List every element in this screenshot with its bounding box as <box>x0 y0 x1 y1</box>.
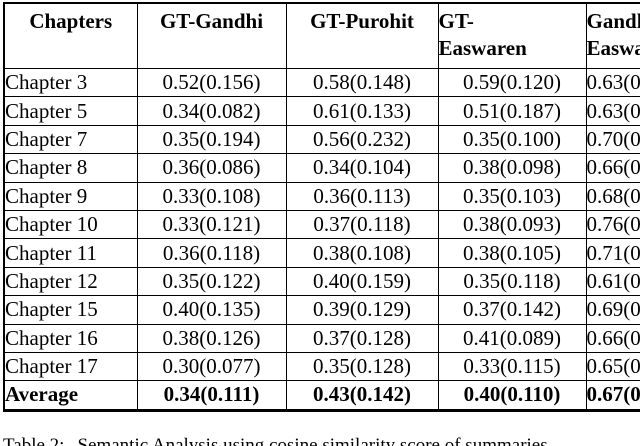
value-cell: 0.68(0 <box>585 181 640 211</box>
table-row: Chapter 17 0.30(0.077) 0.35(0.128) 0.33(0.1… <box>3 351 640 382</box>
value-cell: 0.66(0 <box>585 323 640 353</box>
table-caption: Table 2: Semantic Analysis using cosine s… <box>3 434 548 446</box>
table-row: Chapter 10 0.33(0.121) 0.37(0.118) 0.38(0.0… <box>3 209 640 240</box>
value-cell: 0.69(0 <box>585 295 640 325</box>
chapter-cell: Chapter 9 <box>3 181 138 211</box>
value-cell: 0.65(0 <box>585 351 640 382</box>
header-line: Easwaren <box>586 36 640 60</box>
chapter-cell: Chapter 5 <box>3 96 138 126</box>
value-cell: 0.37(0.118) <box>285 209 439 240</box>
value-cell: 0.76(0 <box>585 209 640 240</box>
value-cell: 0.33(0.108) <box>136 181 287 211</box>
chapter-cell: Chapter 15 <box>3 295 138 325</box>
caption-text: Semantic Analysis using cosine similarit… <box>77 435 548 446</box>
value-cell: 0.71(0 <box>585 238 640 268</box>
value-cell: 0.33(0.121) <box>136 209 287 240</box>
chapter-cell: Chapter 7 <box>3 124 138 155</box>
table-row: Chapter 16 0.38(0.126) 0.37(0.128) 0.41(0.0… <box>3 323 640 353</box>
value-cell: 0.36(0.118) <box>136 238 287 268</box>
chapter-cell: Chapter 12 <box>3 266 138 297</box>
table-row: Chapter 5 0.34(0.082) 0.61(0.133) 0.51(0.18… <box>3 96 640 126</box>
value-cell: 0.36(0.113) <box>285 181 439 211</box>
table-row: Chapter 9 0.33(0.108) 0.36(0.113) 0.35(0.10… <box>3 181 640 211</box>
value-cell: 0.63(0 <box>585 67 640 98</box>
table-row: Chapter 8 0.36(0.086) 0.34(0.104) 0.38(0.09… <box>3 153 640 183</box>
chapter-cell: Average <box>3 380 138 411</box>
value-cell: 0.38(0.126) <box>136 323 287 353</box>
header-cell-gt-easwaren: GT- Easwaren <box>437 2 587 69</box>
chapter-cell: Chapter 11 <box>3 238 138 268</box>
value-cell: 0.67(0 <box>585 380 640 411</box>
value-cell: 0.58(0.148) <box>285 67 439 98</box>
value-cell: 0.35(0.194) <box>136 124 287 155</box>
table-row: Chapter 3 0.52(0.156) 0.58(0.148) 0.59(0.12… <box>3 67 640 98</box>
value-cell: 0.70(0 <box>585 124 640 155</box>
value-cell: 0.52(0.156) <box>136 67 287 98</box>
table-header-row: Chapters GT-Gandhi GT-Purohit GT- Easwaren Ga… <box>3 2 640 69</box>
chapter-cell: Chapter 16 <box>3 323 138 353</box>
chapter-cell: Chapter 3 <box>3 67 138 98</box>
value-cell: 0.41(0.089) <box>437 323 587 353</box>
value-cell: 0.36(0.086) <box>136 153 287 183</box>
value-cell: 0.34(0.111) <box>136 380 287 411</box>
value-cell: 0.38(0.098) <box>437 153 587 183</box>
value-cell: 0.33(0.115) <box>437 351 587 382</box>
table-row: Average 0.34(0.111) 0.43(0.142) 0.40(0.110)… <box>3 380 640 411</box>
value-cell: 0.40(0.135) <box>136 295 287 325</box>
value-cell: 0.61(0 <box>585 266 640 297</box>
header-cell-gandhi-easwaren: Gandhi- Easwaren <box>585 2 640 69</box>
value-cell: 0.59(0.120) <box>437 67 587 98</box>
value-cell: 0.38(0.105) <box>437 238 587 268</box>
header-line: GT-Gandhi <box>159 9 264 33</box>
header-line: Gandhi- <box>586 9 640 33</box>
value-cell: 0.34(0.082) <box>136 96 287 126</box>
table-row: Chapter 15 0.40(0.135) 0.39(0.129) 0.37(0.1… <box>3 295 640 325</box>
similarity-table: Chapters GT-Gandhi GT-Purohit GT- Easwaren Ga… <box>3 2 640 412</box>
value-cell: 0.40(0.159) <box>285 266 439 297</box>
header-line: GT- <box>438 9 474 33</box>
value-cell: 0.39(0.129) <box>285 295 439 325</box>
value-cell: 0.38(0.093) <box>437 209 587 240</box>
table-row: Chapter 11 0.36(0.118) 0.38(0.108) 0.38(0.1… <box>3 238 640 268</box>
value-cell: 0.40(0.110) <box>437 380 587 411</box>
value-cell: 0.43(0.142) <box>285 380 439 411</box>
value-cell: 0.35(0.118) <box>437 266 587 297</box>
table-row: Chapter 12 0.35(0.122) 0.40(0.159) 0.35(0.1… <box>3 266 640 297</box>
value-cell: 0.61(0.133) <box>285 96 439 126</box>
value-cell: 0.37(0.142) <box>437 295 587 325</box>
chapter-cell: Chapter 8 <box>3 153 138 183</box>
chapter-cell: Chapter 10 <box>3 209 138 240</box>
value-cell: 0.51(0.187) <box>437 96 587 126</box>
value-cell: 0.38(0.108) <box>285 238 439 268</box>
header-cell-chapters: Chapters <box>3 2 138 69</box>
header-cell-gt-gandhi: GT-Gandhi <box>136 2 287 69</box>
value-cell: 0.35(0.128) <box>285 351 439 382</box>
header-line: GT-Purohit <box>310 9 414 33</box>
table-row: Chapter 7 0.35(0.194) 0.56(0.232) 0.35(0.10… <box>3 124 640 155</box>
header-cell-gt-purohit: GT-Purohit <box>285 2 439 69</box>
value-cell: 0.35(0.100) <box>437 124 587 155</box>
header-line: Chapters <box>29 9 113 33</box>
value-cell: 0.66(0 <box>585 153 640 183</box>
chapter-cell: Chapter 17 <box>3 351 138 382</box>
value-cell: 0.35(0.103) <box>437 181 587 211</box>
caption-label: Table 2: <box>3 435 65 446</box>
header-line: Easwaren <box>438 36 527 60</box>
value-cell: 0.56(0.232) <box>285 124 439 155</box>
value-cell: 0.34(0.104) <box>285 153 439 183</box>
value-cell: 0.35(0.122) <box>136 266 287 297</box>
value-cell: 0.30(0.077) <box>136 351 287 382</box>
value-cell: 0.63(0 <box>585 96 640 126</box>
value-cell: 0.37(0.128) <box>285 323 439 353</box>
